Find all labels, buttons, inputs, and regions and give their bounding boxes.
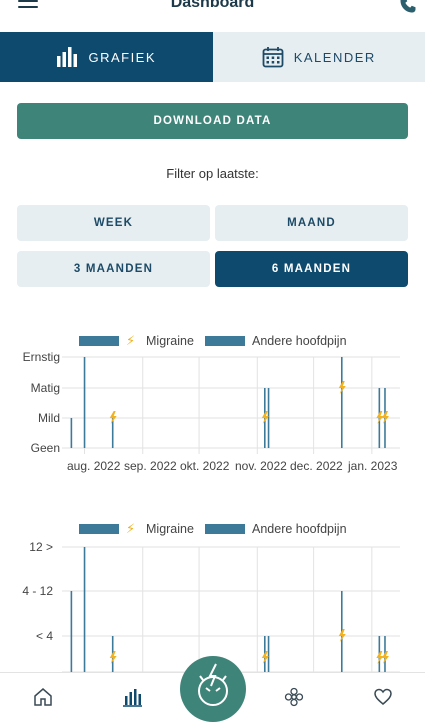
severity-chart — [0, 345, 425, 460]
legend-swatch-andere — [205, 524, 245, 534]
calendar-icon — [262, 46, 284, 68]
x-tick-label: dec. 2022 — [290, 459, 343, 473]
chart2-legend: ⚡ Migraine Andere hoofdpijn — [0, 522, 425, 536]
duration-chart — [0, 535, 425, 672]
page-title: Dashboard — [0, 0, 425, 12]
filter-maand-button[interactable]: MAAND — [215, 205, 408, 241]
bar-chart-icon — [56, 46, 78, 68]
flower-icon[interactable] — [284, 687, 304, 707]
tab-grafiek[interactable]: GRAFIEK — [0, 32, 213, 82]
x-tick-label: sep. 2022 — [124, 459, 177, 473]
x-tick-label: okt. 2022 — [180, 459, 229, 473]
filter-3-maanden-button[interactable]: 3 MAANDEN — [17, 251, 210, 287]
tab-kalender[interactable]: KALENDER — [213, 32, 425, 82]
heart-icon[interactable] — [373, 687, 393, 707]
filter-week-button[interactable]: WEEK — [17, 205, 210, 241]
stats-icon[interactable] — [122, 687, 142, 707]
phone-icon[interactable] — [399, 0, 417, 14]
x-tick-label: jan. 2023 — [348, 459, 397, 473]
legend-label-andere: Andere hoofdpijn — [252, 522, 347, 536]
legend-label-migraine: Migraine — [146, 522, 194, 536]
download-data-button[interactable]: DOWNLOAD DATA — [17, 103, 408, 139]
top-bar: Dashboard — [0, 0, 425, 32]
x-tick-label: nov. 2022 — [235, 459, 287, 473]
view-tabs: GRAFIEK KALENDER — [0, 32, 425, 82]
legend-swatch-migraine — [79, 524, 119, 534]
add-migraine-button[interactable] — [180, 656, 246, 722]
home-icon[interactable] — [33, 687, 53, 707]
filter-6-maanden-button[interactable]: 6 MAANDEN — [215, 251, 408, 287]
tab-grafiek-label: GRAFIEK — [88, 50, 156, 65]
filter-label: Filter op laatste: — [0, 166, 425, 181]
migraine-face-icon — [180, 656, 246, 722]
tab-kalender-label: KALENDER — [294, 50, 376, 65]
x-tick-label: aug. 2022 — [67, 459, 120, 473]
